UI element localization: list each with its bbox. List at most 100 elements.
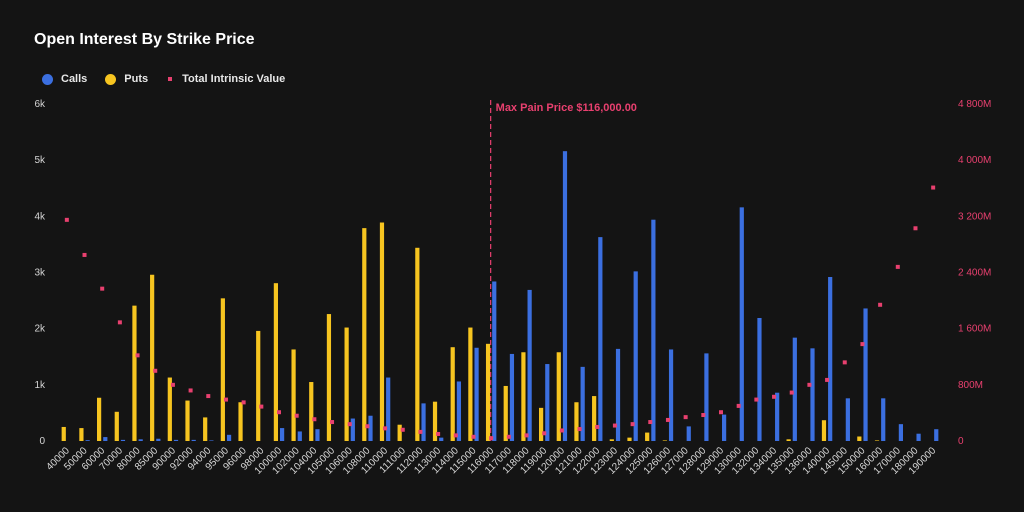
calls-bar[interactable]	[156, 438, 161, 441]
puts-bar[interactable]	[97, 397, 102, 441]
intrinsic-value-point[interactable]	[630, 422, 635, 427]
intrinsic-value-point[interactable]	[931, 185, 936, 190]
intrinsic-value-point[interactable]	[665, 417, 670, 422]
calls-bar[interactable]	[315, 429, 320, 441]
intrinsic-value-point[interactable]	[312, 417, 317, 422]
puts-bar[interactable]	[627, 437, 632, 441]
puts-bar[interactable]	[273, 283, 278, 441]
puts-bar[interactable]	[821, 420, 827, 441]
intrinsic-value-point[interactable]	[330, 420, 335, 425]
intrinsic-value-point[interactable]	[506, 434, 511, 439]
calls-bar[interactable]	[898, 424, 903, 441]
puts-bar[interactable]	[786, 439, 791, 441]
intrinsic-value-point[interactable]	[223, 397, 228, 402]
calls-bar[interactable]	[138, 439, 143, 441]
intrinsic-value-point[interactable]	[418, 429, 423, 434]
intrinsic-value-point[interactable]	[471, 434, 476, 439]
puts-bar[interactable]	[415, 247, 420, 441]
intrinsic-value-point[interactable]	[436, 431, 441, 436]
puts-bar[interactable]	[379, 222, 385, 441]
puts-bar[interactable]	[521, 352, 526, 441]
calls-bar[interactable]	[739, 207, 744, 441]
calls-bar[interactable]	[704, 353, 709, 441]
calls-bar[interactable]	[191, 439, 196, 441]
calls-bar[interactable]	[668, 349, 674, 441]
calls-bar[interactable]	[863, 308, 868, 441]
puts-bar[interactable]	[256, 330, 261, 441]
intrinsic-value-point[interactable]	[577, 427, 582, 432]
intrinsic-value-point[interactable]	[170, 382, 175, 387]
calls-bar[interactable]	[456, 381, 461, 441]
calls-bar[interactable]	[792, 337, 797, 441]
puts-bar[interactable]	[485, 343, 491, 441]
intrinsic-value-point[interactable]	[542, 431, 547, 436]
intrinsic-value-point[interactable]	[400, 427, 405, 432]
intrinsic-value-point[interactable]	[347, 422, 352, 427]
calls-bar[interactable]	[350, 418, 355, 441]
intrinsic-value-point[interactable]	[453, 433, 458, 438]
puts-bar[interactable]	[592, 396, 597, 441]
intrinsic-value-point[interactable]	[860, 342, 865, 347]
calls-bar[interactable]	[615, 348, 621, 441]
puts-bar[interactable]	[326, 314, 332, 441]
calls-bar[interactable]	[226, 434, 232, 441]
puts-bar[interactable]	[556, 352, 561, 441]
calls-bar[interactable]	[85, 440, 90, 441]
calls-bar[interactable]	[828, 276, 833, 441]
puts-bar[interactable]	[238, 402, 243, 441]
legend-item-puts[interactable]: Puts	[105, 73, 148, 85]
calls-bar[interactable]	[368, 415, 373, 441]
intrinsic-value-point[interactable]	[64, 217, 69, 222]
calls-bar[interactable]	[280, 428, 285, 441]
puts-bar[interactable]	[397, 424, 402, 441]
puts-bar[interactable]	[503, 385, 508, 441]
calls-bar[interactable]	[580, 366, 585, 441]
intrinsic-value-point[interactable]	[701, 413, 706, 418]
puts-bar[interactable]	[185, 400, 190, 441]
puts-bar[interactable]	[662, 440, 667, 441]
puts-bar[interactable]	[450, 347, 455, 441]
puts-bar[interactable]	[344, 327, 349, 441]
legend-item-calls[interactable]: Calls	[42, 73, 87, 85]
puts-bar[interactable]	[857, 436, 862, 441]
puts-bar[interactable]	[150, 274, 155, 441]
calls-bar[interactable]	[209, 440, 214, 441]
puts-bar[interactable]	[167, 377, 172, 441]
intrinsic-value-point[interactable]	[736, 403, 741, 408]
puts-bar[interactable]	[432, 401, 438, 441]
intrinsic-value-point[interactable]	[135, 353, 140, 358]
calls-bar[interactable]	[686, 426, 691, 441]
calls-bar[interactable]	[881, 398, 886, 441]
intrinsic-value-point[interactable]	[294, 413, 299, 418]
intrinsic-value-point[interactable]	[559, 428, 564, 433]
puts-bar[interactable]	[539, 407, 544, 441]
calls-bar[interactable]	[492, 281, 497, 441]
puts-bar[interactable]	[309, 382, 314, 441]
puts-bar[interactable]	[291, 349, 296, 441]
calls-bar[interactable]	[421, 403, 426, 441]
puts-bar[interactable]	[645, 432, 650, 441]
calls-bar[interactable]	[509, 353, 515, 441]
calls-bar[interactable]	[934, 429, 939, 441]
calls-bar[interactable]	[545, 364, 550, 441]
intrinsic-value-point[interactable]	[524, 433, 529, 438]
intrinsic-value-point[interactable]	[188, 388, 193, 393]
calls-bar[interactable]	[103, 437, 108, 441]
intrinsic-value-point[interactable]	[153, 368, 158, 373]
calls-bar[interactable]	[120, 439, 126, 441]
calls-bar[interactable]	[845, 398, 850, 441]
intrinsic-value-point[interactable]	[789, 390, 794, 395]
puts-bar[interactable]	[132, 305, 137, 441]
puts-bar[interactable]	[79, 428, 84, 441]
calls-bar[interactable]	[810, 348, 815, 441]
calls-bar[interactable]	[439, 437, 444, 441]
calls-bar[interactable]	[527, 289, 532, 441]
calls-bar[interactable]	[474, 347, 479, 441]
legend-item-intrinsic[interactable]: Total Intrinsic Value	[166, 73, 285, 85]
calls-bar[interactable]	[173, 439, 179, 441]
intrinsic-value-point[interactable]	[365, 424, 370, 429]
puts-bar[interactable]	[61, 426, 66, 441]
puts-bar[interactable]	[203, 417, 208, 441]
intrinsic-value-point[interactable]	[206, 394, 211, 399]
intrinsic-value-point[interactable]	[383, 426, 388, 431]
